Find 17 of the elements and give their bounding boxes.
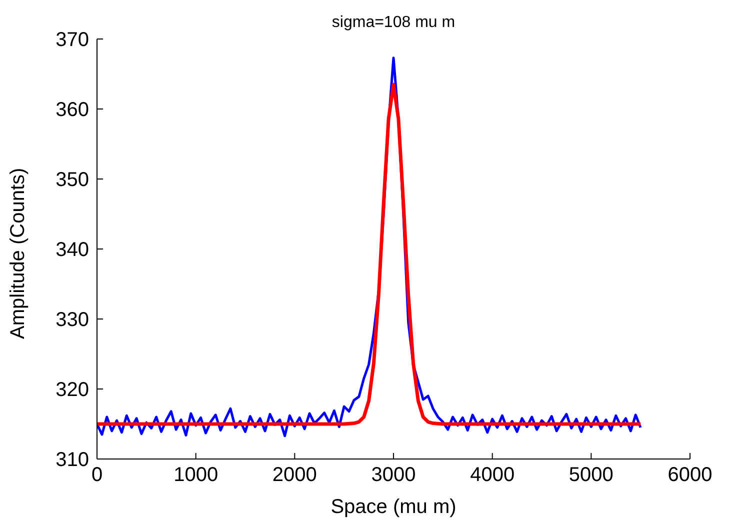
x-tick-label: 4000 [470,464,515,486]
x-tick-label: 5000 [568,464,614,486]
x-tick-label: 1000 [174,464,218,486]
x-tick-label: 6000 [668,464,712,486]
x-tick-label: 3000 [371,464,416,486]
x-tick-label: 0 [91,464,103,486]
x-axis-title: Space (mu m) [330,496,456,518]
chart-title: sigma=108 mu m [330,14,456,32]
y-tick-label: 330 [56,309,89,332]
y-tick-label: 340 [56,239,89,262]
y-tick-label: 350 [56,169,89,192]
x-tick-label: 2000 [272,464,317,486]
y-tick-label: 360 [56,99,89,122]
y-tick-label: 370 [56,29,89,52]
y-axis-title: Amplitude (Counts) [7,168,30,339]
y-tick-label: 320 [56,379,89,402]
y-tick-label: 310 [56,449,89,472]
